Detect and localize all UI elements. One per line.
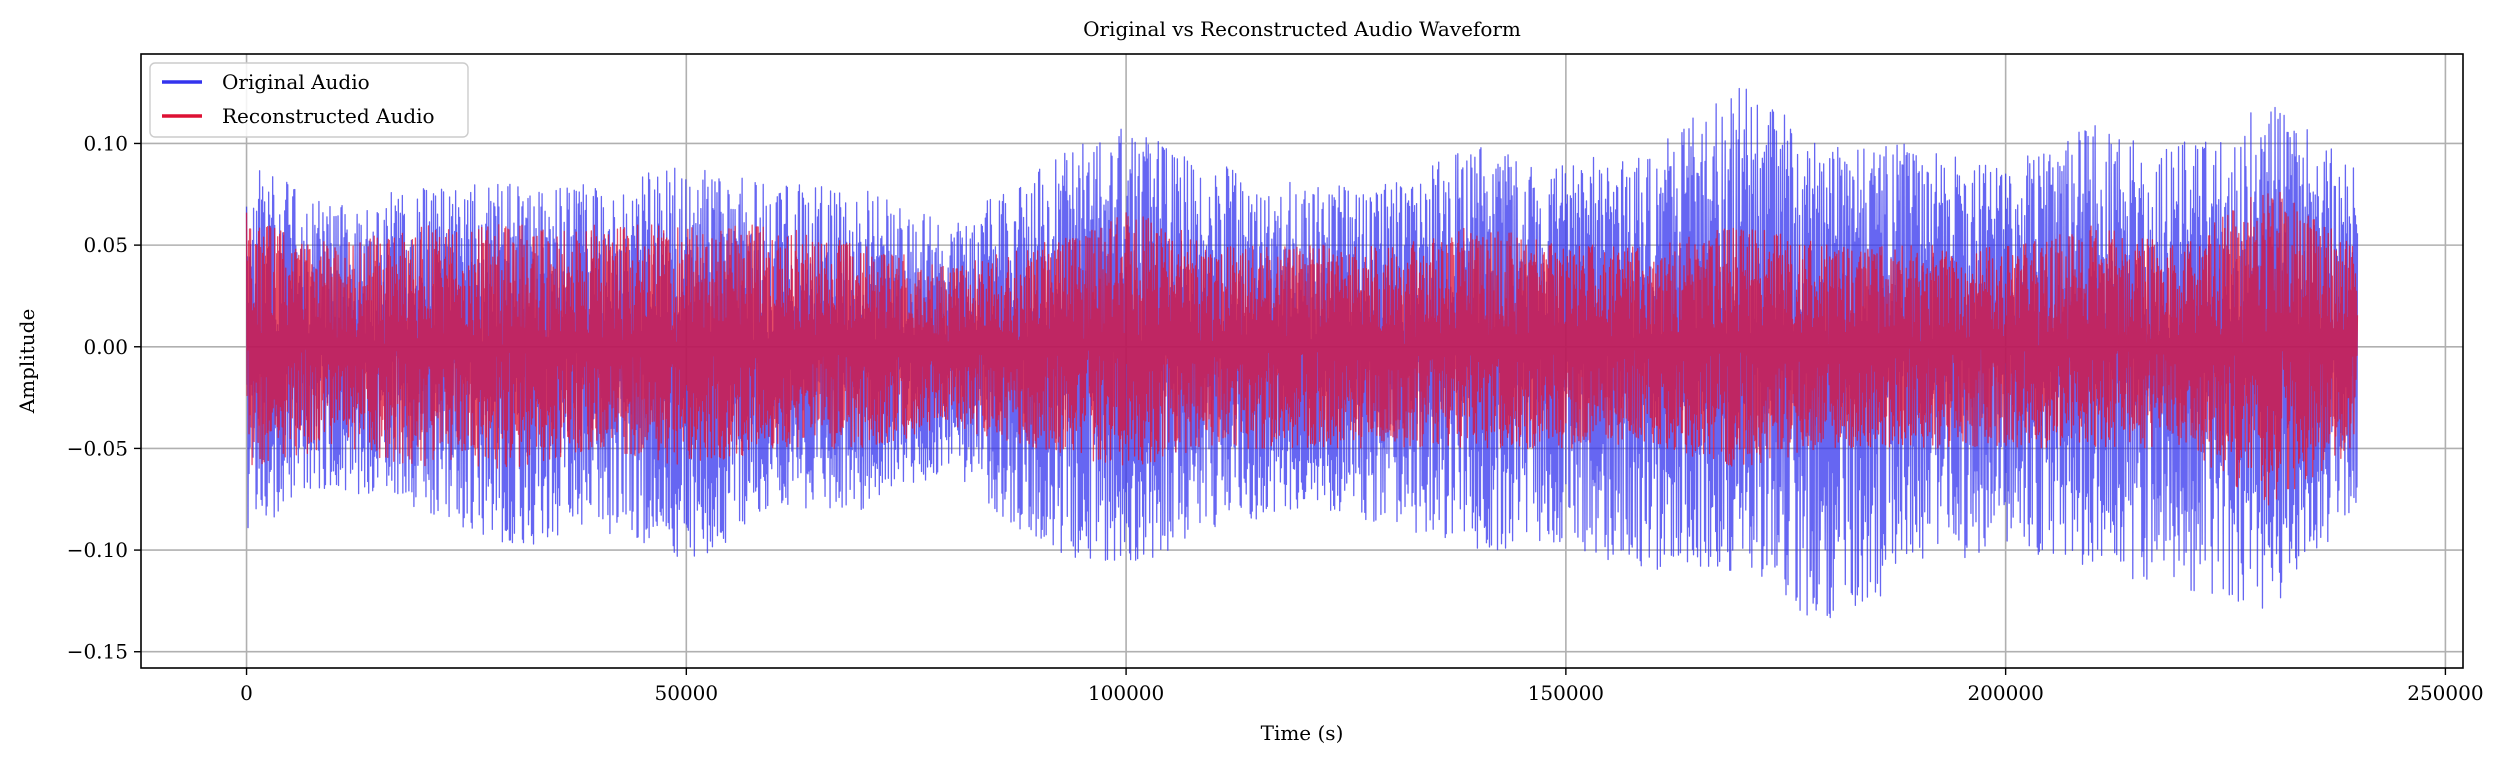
x-tick-label: 0: [240, 681, 253, 705]
y-tick-label: 0.05: [83, 233, 128, 257]
y-tick-label: −0.15: [67, 640, 128, 664]
y-tick-label: −0.05: [67, 436, 128, 460]
chart-title: Original vs Reconstructed Audio Waveform: [1083, 17, 1521, 41]
x-tick-label: 150000: [1528, 681, 1604, 705]
legend-label-reconstructed: Reconstructed Audio: [222, 104, 435, 128]
y-tick-label: −0.10: [67, 538, 128, 562]
y-tick-label: 0.00: [83, 335, 128, 359]
x-axis: 0 50000 100000 150000 200000 250000: [240, 668, 2484, 705]
legend-label-original: Original Audio: [222, 70, 370, 94]
plot-frame: [140, 53, 2464, 669]
x-tick-label: 50000: [655, 681, 719, 705]
x-tick-label: 100000: [1088, 681, 1164, 705]
y-tick-label: 0.10: [83, 131, 128, 155]
waveform-line: [245, 191, 2359, 506]
legend-box: [149, 62, 469, 138]
y-axis: −0.15 −0.10 −0.05 0.00 0.05 0.10: [67, 131, 141, 664]
y-axis-title: Amplitude: [15, 309, 39, 415]
x-axis-title: Time (s): [1261, 721, 1344, 745]
x-tick-label: 200000: [1967, 681, 2043, 705]
waveform-reconstructed: [245, 191, 2359, 506]
x-tick-label: 250000: [2407, 681, 2483, 705]
legend: Original Audio Reconstructed Audio: [149, 62, 469, 138]
